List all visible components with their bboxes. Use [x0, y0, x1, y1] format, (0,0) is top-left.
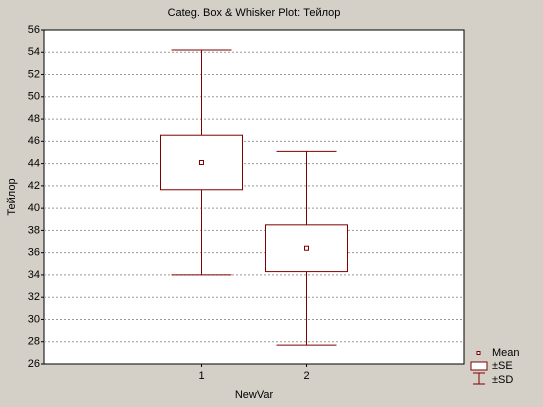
- y-tick-label: 30: [28, 313, 40, 325]
- x-axis-label: NewVar: [235, 389, 274, 401]
- plot-area: [43, 29, 465, 365]
- y-tick-label: 34: [28, 269, 40, 281]
- y-tick-label: 38: [28, 224, 40, 236]
- y-tick-label: 42: [28, 180, 40, 192]
- y-tick-label: 28: [28, 336, 40, 348]
- mean-marker: [199, 159, 204, 165]
- y-tick-label: 32: [28, 291, 40, 303]
- y-tick-label: 56: [28, 24, 40, 36]
- y-tick-label: 26: [28, 358, 40, 370]
- x-tick-label: 1: [198, 370, 204, 382]
- y-tick-label: 54: [28, 46, 40, 58]
- legend-label: ±SE: [492, 360, 513, 372]
- legend-mean-icon: [476, 351, 481, 355]
- legend-label: ±SD: [492, 374, 513, 386]
- y-tick-label: 36: [28, 247, 40, 259]
- y-tick-label: 48: [28, 113, 40, 125]
- x-tick-label: 2: [303, 370, 309, 382]
- mean-marker: [304, 245, 309, 251]
- y-tick-label: 44: [28, 158, 40, 170]
- y-tick-label: 50: [28, 91, 40, 103]
- chart-title: Categ. Box & Whisker Plot: Тейлор: [168, 7, 341, 19]
- legend-se-icon: [470, 361, 488, 371]
- legend-label: Mean: [492, 347, 520, 359]
- y-tick-label: 46: [28, 135, 40, 147]
- y-axis-label: Тейлор: [6, 178, 18, 215]
- y-tick-label: 40: [28, 202, 40, 214]
- y-tick-label: 52: [28, 68, 40, 80]
